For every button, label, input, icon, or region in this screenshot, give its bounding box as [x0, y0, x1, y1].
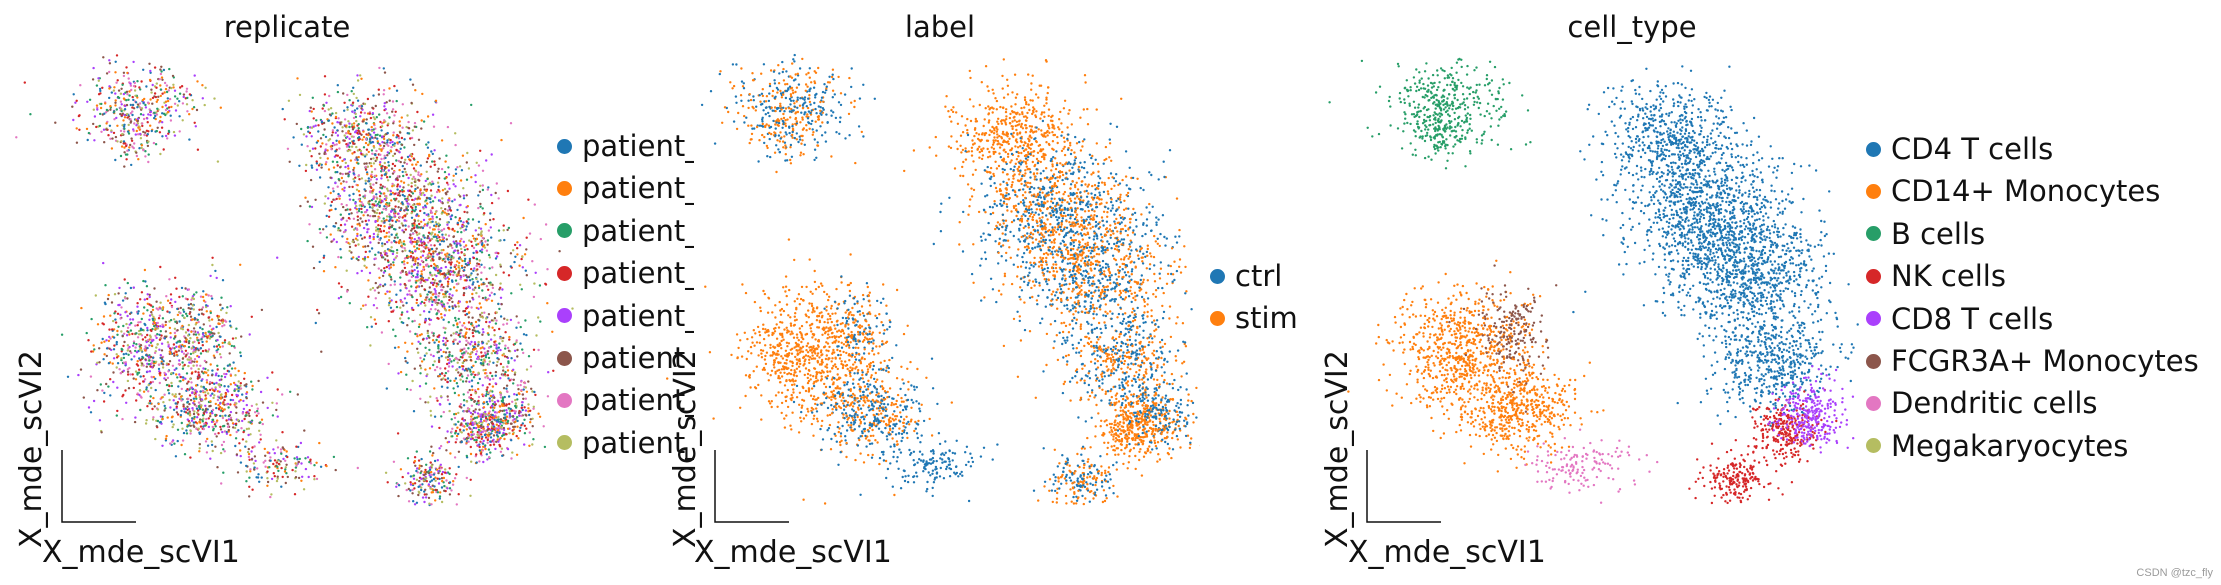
legend-entry: patient_: [557, 131, 694, 163]
chart-title: cell_type: [1567, 10, 1697, 44]
legend-entry: Dendritic cells: [1866, 386, 2098, 421]
legend-label: NK cells: [1891, 259, 2006, 294]
x-axis-label: X_mde_scVI1: [694, 535, 892, 570]
legend-marker: [557, 138, 572, 154]
legend-entry: ctrl: [1210, 259, 1283, 293]
legend-marker: [557, 308, 572, 324]
legend-label: Dendritic cells: [1891, 386, 2098, 421]
scatter-plot-label: [666, 53, 1200, 523]
legend-marker: [1866, 268, 1881, 284]
legend-marker: [557, 435, 572, 451]
legend-marker: [1866, 353, 1881, 369]
legend-entry: patient_: [557, 171, 694, 206]
legend-label: CD8 T cells: [1891, 301, 2054, 336]
legend-entry: CD14+ Monocytes: [1866, 174, 2161, 209]
legend-entry: Megakaryocytes: [1866, 428, 2129, 463]
legend-entry: patient_: [557, 298, 694, 333]
x-axis-label: X_mde_scVI1: [42, 535, 240, 570]
legend-marker: [557, 265, 572, 281]
legend-marker: [1866, 183, 1881, 199]
scatter-plot-cell-type: [1328, 57, 1859, 523]
legend-label: ctrl: [1235, 259, 1283, 293]
legend-marker: [1866, 141, 1881, 157]
legend-marker: [1210, 268, 1225, 284]
legend-entry: patient_: [557, 213, 694, 248]
legend-entry: CD8 T cells: [1866, 301, 2054, 336]
legend-entry: FCGR3A+ Monocytes: [1866, 344, 2199, 378]
legend-label: patient_: [582, 171, 694, 206]
legend-label: patient_: [582, 425, 694, 460]
legend-label: FCGR3A+ Monocytes: [1891, 344, 2199, 378]
y-axis-label: X_mde_scVI2: [1320, 350, 1355, 548]
legend-marker: [1210, 310, 1225, 326]
legend-label: ctrl stim: [1210, 259, 1330, 341]
legend-label: patient_: [582, 131, 694, 163]
chart-title: replicate: [223, 10, 351, 44]
legend-entry: B cells: [1866, 216, 1986, 251]
legend-label: patient_: [582, 383, 694, 418]
legend-entry: patient_: [557, 341, 694, 375]
legend-entry: patient_: [557, 425, 694, 460]
legend-marker: [1866, 395, 1881, 411]
legend-entry: CD4 T cells: [1866, 132, 2054, 166]
x-axis-label: X_mde_scVI1: [1348, 535, 1546, 570]
legend-label: patient_: [582, 298, 694, 333]
legend-entry: stim: [1210, 301, 1298, 336]
legend-marker: [1866, 438, 1881, 454]
legend-marker: [557, 180, 572, 196]
legend-marker: [1866, 311, 1881, 327]
scatter-plot-replicate: [15, 54, 574, 523]
legend-marker: [557, 350, 572, 366]
axis-corner: [714, 450, 789, 523]
legend-marker: [1866, 226, 1881, 242]
legend-marker: [557, 223, 572, 239]
legend-cell-type: CD4 T cells CD14+ Monocytes B cells NK cell…: [1866, 132, 2199, 474]
watermark: CSDN @tzc_fly: [2136, 567, 2213, 579]
legend-label: CD14+ Monocytes: [1891, 174, 2161, 209]
axis-corner: [1366, 450, 1441, 523]
legend-label: patient_: [582, 256, 694, 291]
legend-label: CD4 T cells: [1891, 132, 2054, 166]
legend-entry: patient_: [557, 256, 694, 291]
legend-label: patient_: [582, 213, 694, 248]
legend-entry: NK cells: [1866, 259, 2006, 294]
chart-title: label: [904, 10, 976, 44]
legend-label: Megakaryocytes: [1891, 428, 2129, 463]
legend-label: B cells: [1891, 216, 1986, 251]
axis-corner: [61, 450, 136, 523]
legend-label: stim: [1235, 301, 1298, 336]
legend-label: patient_: [582, 341, 694, 375]
legend-replicate: patient_ patient_ patient_ patient_ patient_…: [557, 131, 694, 471]
legend-entry: patient_: [557, 383, 694, 418]
legend-marker: [557, 392, 572, 408]
